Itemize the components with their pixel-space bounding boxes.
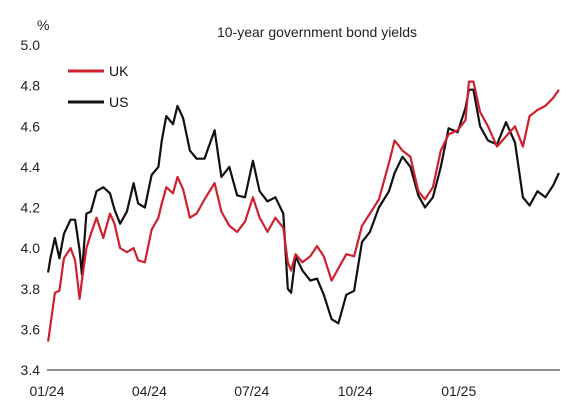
y-tick-label: 3.6 [21,321,41,337]
x-tick-label: 07/24 [234,383,269,399]
y-tick-label: 4.8 [21,78,41,94]
x-tick-label: 04/24 [132,383,167,399]
y-tick-label: 4.0 [21,240,41,256]
x-tick-label: 10/24 [338,383,373,399]
x-axis: 01/24 04/24 07/24 10/24 01/25 [29,383,476,399]
y-axis: 3.4 3.6 3.8 4.0 4.2 4.4 4.6 4.8 5.0 [21,37,41,378]
y-axis-unit-label: % [37,17,49,33]
x-tick-label: 01/25 [441,383,476,399]
y-tick-label: 5.0 [21,37,41,53]
series-line-uk [47,80,560,342]
series-lines [47,80,560,342]
y-tick-label: 3.8 [21,281,41,297]
y-tick-label: 4.6 [21,118,41,134]
series-line-us [47,88,560,325]
x-tick-label: 01/24 [29,383,64,399]
y-tick-label: 4.4 [21,159,41,175]
y-tick-label: 3.4 [21,362,41,378]
chart-title: 10-year government bond yields [217,24,417,40]
y-tick-label: 4.2 [21,200,41,216]
legend-label-us: US [109,94,128,110]
legend-label-uk: UK [109,63,129,79]
legend: UK US [68,63,129,110]
